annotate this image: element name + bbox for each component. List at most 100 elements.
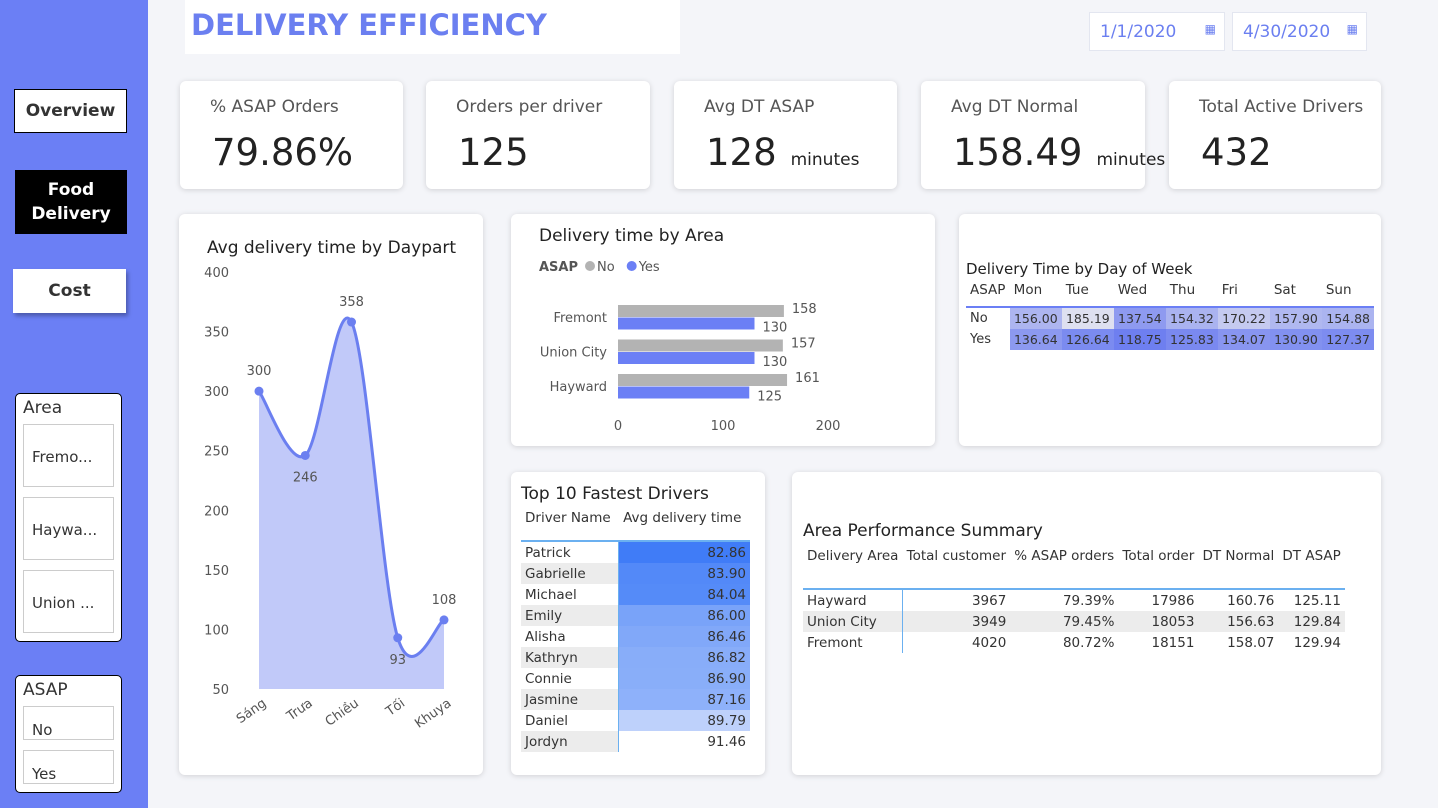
y-tick-label: 350: [204, 326, 229, 341]
kpi-unit: minutes: [1096, 150, 1166, 170]
table-cell: Jordyn: [521, 731, 619, 752]
table-row: Connie 86.90: [521, 668, 750, 689]
table-cell: 126.64: [1061, 329, 1114, 350]
kpi-card: Avg DT ASAP 128 minutes: [674, 81, 897, 189]
slicer-item[interactable]: Fremo...: [23, 424, 114, 487]
slicer-title: Area: [23, 398, 63, 418]
kpi-label: Total Active Drivers: [1199, 97, 1364, 117]
table-cell: 79.39%: [1010, 589, 1119, 611]
slicer-item[interactable]: Yes: [23, 750, 114, 784]
page-title: DELIVERY EFFICIENCY: [191, 8, 547, 42]
date-end[interactable]: 4/30/2020 ▦: [1232, 12, 1367, 51]
nav-button[interactable]: Food Delivery: [15, 170, 127, 234]
table-cell: 158.07: [1198, 632, 1279, 653]
table-cell: 129.84: [1278, 611, 1345, 632]
x-tick-label: Trưa: [284, 696, 316, 725]
slicer: ASAP No Yes: [15, 675, 122, 793]
point: [393, 633, 403, 643]
x-tick-label: Tối: [383, 696, 408, 720]
table-cell: Yes: [970, 332, 991, 347]
y-tick-label: 150: [204, 564, 229, 579]
date-text: 4/30/2020: [1243, 22, 1331, 42]
table-row: Fremont 4020 80.72% 18151 158.07 129.94: [803, 632, 1345, 653]
header-row: Delivery Area Total customer% ASAP orders…: [803, 548, 1345, 590]
table-cell: 118.75: [1113, 329, 1166, 350]
table-cell: No: [970, 311, 988, 326]
column-header: Driver Name: [521, 510, 619, 542]
data-label: 108: [432, 593, 457, 608]
data-label: 358: [339, 295, 364, 310]
data-label: 130: [763, 355, 788, 370]
table-cell: 137.54: [1113, 307, 1166, 329]
dow-panel: Delivery Time by Day of Week ASAP Mon Tue W…: [959, 214, 1381, 446]
area: [259, 318, 444, 689]
table-cell: 160.76: [1198, 589, 1279, 611]
table-cell: 130.90: [1269, 329, 1322, 350]
title-box: DELIVERY EFFICIENCY: [185, 0, 680, 54]
table-row: Jasmine 87.16: [521, 689, 750, 710]
calendar-icon: ▦: [1346, 22, 1358, 36]
legend-swatch: [585, 261, 595, 271]
column-header: ASAP: [966, 282, 1010, 308]
x-tick-label: 0: [614, 419, 622, 434]
table-cell: 18053: [1118, 611, 1199, 632]
kpi-card: Total Active Drivers 432: [1169, 81, 1381, 189]
summary-table: Delivery Area Total customer% ASAP orders…: [803, 548, 1345, 653]
slicer-item[interactable]: No: [23, 706, 114, 740]
bar: [618, 317, 755, 330]
table-row: Alisha 86.46: [521, 626, 750, 647]
point: [347, 317, 356, 327]
slicer-title: ASAP: [23, 680, 68, 700]
table-cell: 154.88: [1321, 307, 1374, 329]
date-start[interactable]: 1/1/2020 ▦: [1089, 12, 1225, 51]
nav-button[interactable]: Cost: [13, 269, 126, 313]
bar: [618, 305, 784, 317]
table-cell: Patrick: [521, 541, 619, 563]
kpi-card: Avg DT Normal 158.49 minutes: [921, 81, 1165, 189]
y-tick-label: Union City: [540, 346, 607, 361]
data-label: 130: [763, 321, 788, 336]
kpi-value: 158.49 minutes: [953, 131, 1165, 174]
data-label: 93: [389, 653, 406, 668]
column-header: DT Normal: [1198, 548, 1279, 590]
calendar-icon: ▦: [1204, 22, 1216, 36]
y-tick-label: Fremont: [553, 311, 607, 326]
header-row: Driver Name Avg delivery time: [521, 510, 750, 542]
table-cell: 79.45%: [1010, 611, 1119, 632]
column-header: Mon: [1009, 282, 1062, 308]
bar-chart: Delivery time by Area ASAP No Yes 0 100 200 Fre…: [539, 226, 840, 434]
table-cell: Michael: [521, 584, 619, 605]
table-cell: 185.19: [1061, 307, 1114, 329]
kpi-label: % ASAP Orders: [210, 97, 339, 117]
point: [439, 615, 449, 625]
table-row: Kathryn 86.82: [521, 647, 750, 668]
nav-button[interactable]: Overview: [14, 89, 127, 133]
point: [254, 386, 264, 396]
table-title: Top 10 Fastest Drivers: [521, 484, 709, 504]
table-row: Gabrielle 83.90: [521, 563, 750, 584]
slicer-item[interactable]: Union ...: [23, 570, 114, 633]
y-tick-label: 50: [212, 683, 229, 698]
column-header: Total order: [1118, 548, 1199, 590]
table-cell: 87.16: [618, 689, 750, 710]
table-cell: 84.04: [618, 584, 750, 605]
data-label: 300: [247, 364, 272, 379]
column-header: Delivery Area: [803, 548, 903, 590]
table-cell: 127.37: [1321, 329, 1374, 350]
table-cell: 17986: [1118, 589, 1199, 611]
table-cell: 89.79: [618, 710, 750, 731]
kpi-number: 158.49: [953, 131, 1083, 174]
table-cell: 156.63: [1198, 611, 1279, 632]
kpi-label: Avg DT Normal: [951, 97, 1079, 117]
table-row: Jordyn 91.46: [521, 731, 750, 752]
drivers-panel: Top 10 Fastest Drivers Driver Name Avg de…: [511, 472, 765, 775]
slicer-item[interactable]: Haywa...: [23, 497, 114, 560]
table-cell: 80.72%: [1010, 632, 1119, 653]
table-cell: 125.11: [1278, 589, 1345, 611]
area-panel: Avg delivery time by Daypart 50 100 150 200 2…: [179, 214, 483, 775]
slicer: Area Fremo... Haywa... Union ...: [15, 393, 122, 642]
kpi-number: 432: [1201, 131, 1272, 174]
table-cell: 129.94: [1278, 632, 1345, 653]
table-cell: 136.64: [1009, 329, 1062, 350]
